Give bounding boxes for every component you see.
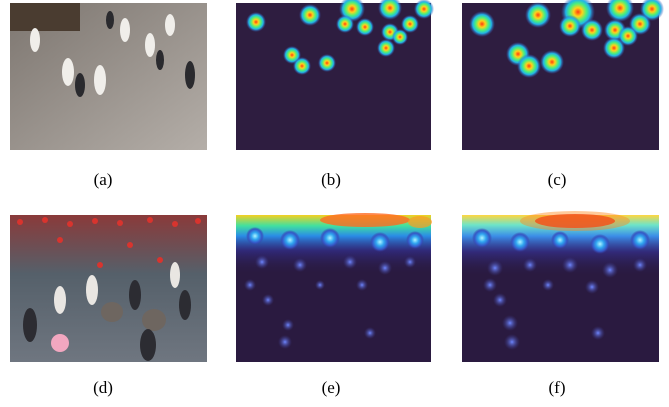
density-map-f <box>462 211 659 362</box>
caption: (d) <box>93 378 113 397</box>
density-map-c <box>462 0 664 150</box>
density-map-b <box>236 0 434 150</box>
caption: (c) <box>548 170 567 189</box>
caption: (f) <box>549 378 566 397</box>
photo-d <box>10 215 207 362</box>
density-map-e <box>236 213 432 362</box>
figure: (a) (b) (c) (d) (e) (f) <box>0 0 669 407</box>
caption: (e) <box>322 378 341 397</box>
caption: (a) <box>94 170 113 189</box>
photo-a <box>10 3 207 150</box>
caption: (b) <box>321 170 341 189</box>
